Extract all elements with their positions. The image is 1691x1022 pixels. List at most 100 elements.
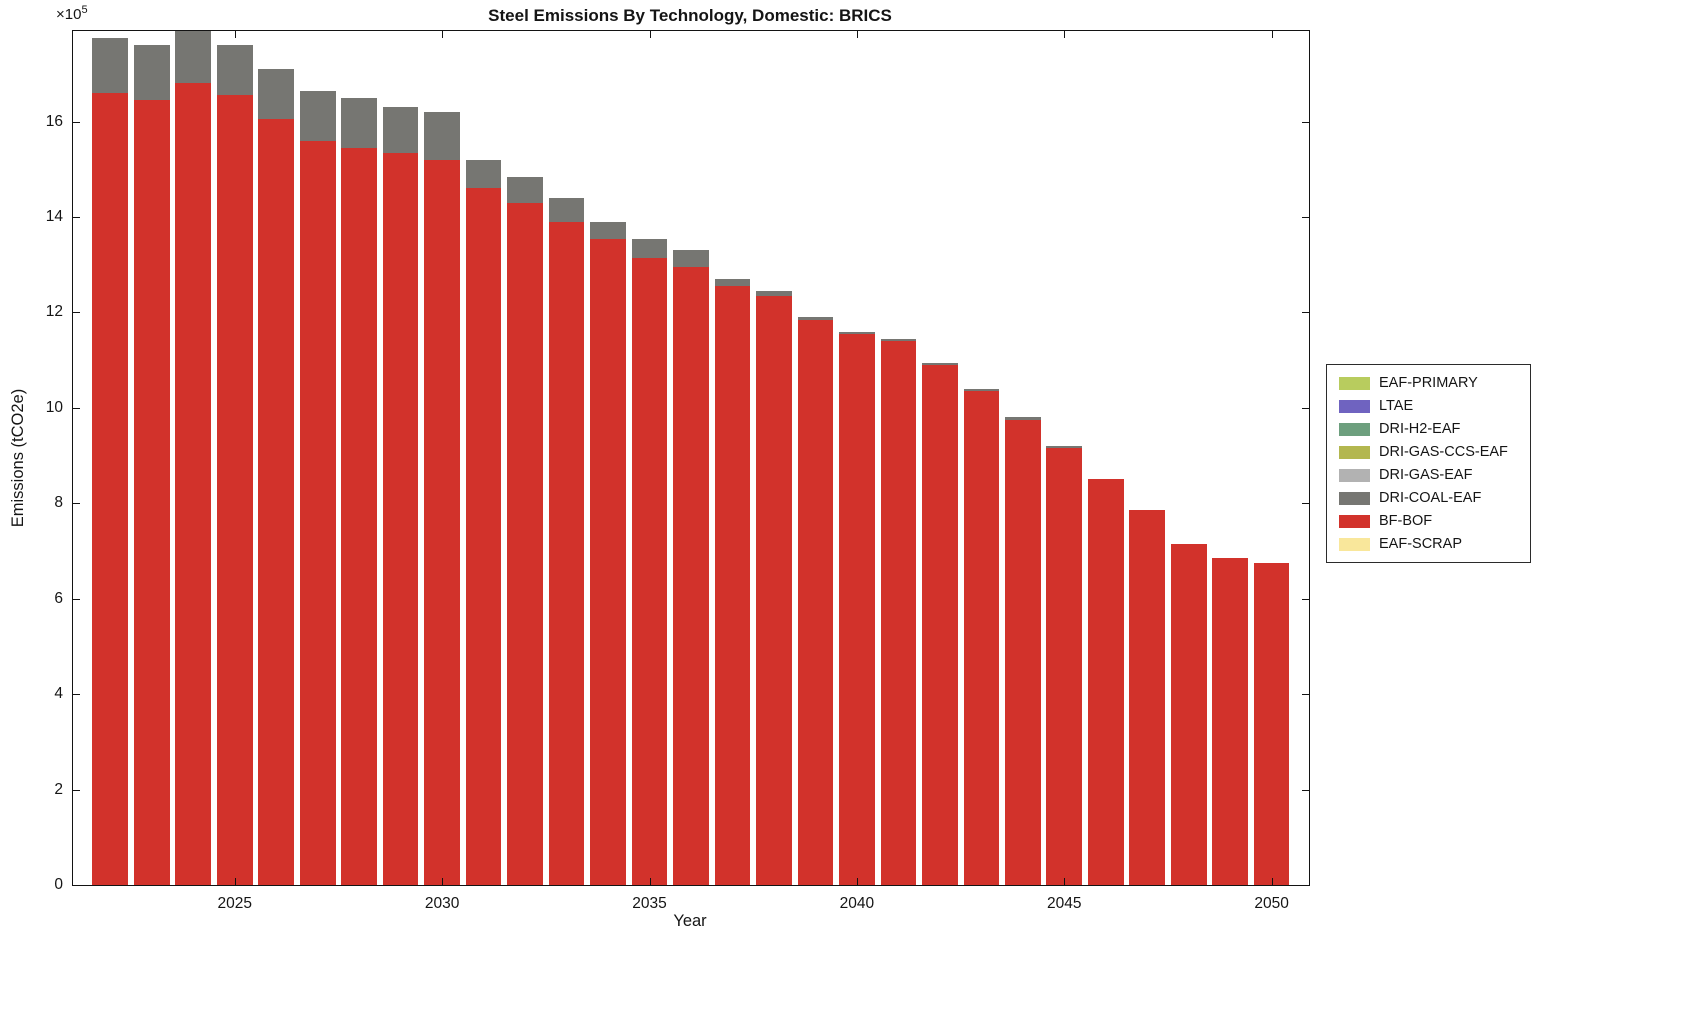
legend-swatch xyxy=(1339,445,1370,459)
bar-2033-DRI-COAL-EAF xyxy=(548,197,585,222)
bar-2044-BF-BOF xyxy=(1004,419,1041,885)
bar-2026-DRI-COAL-EAF xyxy=(258,69,295,120)
x-tick-mark-bottom xyxy=(1064,878,1066,885)
y-tick-mark-left xyxy=(73,217,80,219)
y-tick-mark-right xyxy=(1302,312,1309,314)
bar-2042-BF-BOF xyxy=(922,364,958,885)
legend-item-dri-gas-ccs-eaf: DRI-GAS-CCS-EAF xyxy=(1339,444,1518,460)
bar-2036-BF-BOF xyxy=(673,267,709,885)
bar-2029-DRI-COAL-EAF xyxy=(382,107,419,153)
x-tick-mark-top xyxy=(442,31,444,38)
bar-2022-BF-BOF xyxy=(92,93,129,885)
bar-2050-BF-BOF xyxy=(1253,562,1290,885)
bar-2024-BF-BOF xyxy=(175,83,212,885)
y-tick-label: 8 xyxy=(54,494,63,512)
legend-label: DRI-GAS-CCS-EAF xyxy=(1379,444,1508,460)
y-tick-mark-left xyxy=(73,598,80,600)
bar-2025-DRI-COAL-EAF xyxy=(216,45,253,96)
x-tick-mark-bottom xyxy=(442,878,444,885)
x-tick-mark-top xyxy=(1271,31,1273,38)
y-tick-mark-right xyxy=(1302,789,1309,791)
bar-2030-DRI-COAL-EAF xyxy=(424,112,460,160)
legend-item-eaf-scrap: EAF-SCRAP xyxy=(1339,536,1518,552)
x-tick-mark-bottom xyxy=(649,878,651,885)
x-tick-mark-bottom xyxy=(856,878,858,885)
chart-title: Steel Emissions By Technology, Domestic:… xyxy=(488,6,892,25)
x-tick-label: 2045 xyxy=(1047,895,1082,912)
legend-label: LTAE xyxy=(1379,398,1414,414)
x-tick-label: 2040 xyxy=(839,895,875,912)
y-tick-mark-right xyxy=(1302,598,1309,600)
bar-2035-DRI-COAL-EAF xyxy=(631,238,668,258)
legend-swatch xyxy=(1339,491,1370,505)
bar-2047-BF-BOF xyxy=(1129,510,1166,885)
legend-swatch xyxy=(1339,514,1370,528)
y-tick-mark-right xyxy=(1302,503,1309,505)
bar-2034-BF-BOF xyxy=(590,238,626,885)
x-tick-label: 2035 xyxy=(632,895,667,912)
bar-2037-BF-BOF xyxy=(714,286,751,885)
bar-2023-BF-BOF xyxy=(133,100,170,885)
legend-label: DRI-COAL-EAF xyxy=(1379,490,1482,506)
bar-2028-BF-BOF xyxy=(341,147,377,885)
bar-2034-DRI-COAL-EAF xyxy=(590,221,626,239)
x-axis-label: Year xyxy=(673,912,707,930)
y-tick-mark-right xyxy=(1302,885,1309,886)
x-tick-mark-top xyxy=(649,31,651,38)
bar-2039-BF-BOF xyxy=(797,319,834,885)
bar-2027-BF-BOF xyxy=(299,140,336,885)
legend-item-bf-bof: BF-BOF xyxy=(1339,513,1518,529)
y-tick-label: 0 xyxy=(54,876,63,893)
legend-item-eaf-primary: EAF-PRIMARY xyxy=(1339,375,1518,391)
bar-2043-DRI-COAL-EAF xyxy=(963,388,1000,392)
x-tick-label: 2025 xyxy=(217,895,252,912)
bar-2043-BF-BOF xyxy=(963,391,1000,885)
legend-swatch xyxy=(1339,376,1370,390)
bar-2031-DRI-COAL-EAF xyxy=(465,159,502,189)
bar-2042-DRI-COAL-EAF xyxy=(922,362,958,365)
x-tick-mark-top xyxy=(234,31,236,38)
x-tick-mark-top xyxy=(1064,31,1066,38)
bar-2032-DRI-COAL-EAF xyxy=(507,176,543,203)
y-tick-label: 2 xyxy=(54,780,63,798)
legend-swatch xyxy=(1339,399,1370,413)
y-tick-mark-right xyxy=(1302,694,1309,696)
bar-2045-DRI-COAL-EAF xyxy=(1046,446,1083,449)
legend: EAF-PRIMARY LTAE DRI-H2-EAF DRI-GAS-CCS-EAF… xyxy=(1326,364,1531,563)
bar-2032-BF-BOF xyxy=(507,202,543,885)
y-tick-mark-left xyxy=(73,121,80,123)
bar-2038-DRI-COAL-EAF xyxy=(756,291,792,296)
bar-2029-BF-BOF xyxy=(382,152,419,885)
y-axis-multiplier-base: ×10 xyxy=(56,6,82,23)
legend-label: BF-BOF xyxy=(1379,513,1433,529)
bar-2044-DRI-COAL-EAF xyxy=(1004,417,1041,420)
x-tick-mark-top xyxy=(856,31,858,38)
y-axis-multiplier: ×105 xyxy=(56,4,88,23)
bar-2022-DRI-COAL-EAF xyxy=(92,38,129,94)
bar-2028-DRI-COAL-EAF xyxy=(341,97,377,148)
y-tick-label: 14 xyxy=(45,208,63,226)
bar-2030-BF-BOF xyxy=(424,159,460,885)
y-tick-mark-left xyxy=(73,885,80,886)
bar-2045-BF-BOF xyxy=(1046,448,1083,885)
bar-2041-BF-BOF xyxy=(880,341,917,885)
bar-2037-DRI-COAL-EAF xyxy=(714,279,751,287)
x-tick-label: 2050 xyxy=(1254,895,1289,912)
y-tick-mark-left xyxy=(73,694,80,696)
bar-2026-BF-BOF xyxy=(258,119,295,885)
y-tick-label: 6 xyxy=(54,589,63,607)
y-tick-mark-left xyxy=(73,503,80,505)
bar-2040-DRI-COAL-EAF xyxy=(839,331,875,334)
y-tick-label: 12 xyxy=(45,303,63,321)
y-tick-mark-right xyxy=(1302,407,1309,409)
legend-item-dri-h2-eaf: DRI-H2-EAF xyxy=(1339,421,1518,437)
legend-item-dri-coal-eaf: DRI-COAL-EAF xyxy=(1339,490,1518,506)
legend-swatch xyxy=(1339,537,1370,551)
bar-2039-DRI-COAL-EAF xyxy=(797,317,834,320)
bar-2025-BF-BOF xyxy=(216,95,253,885)
y-axis-label: Emissions (tCO2e) xyxy=(9,388,27,528)
legend-item-dri-gas-eaf: DRI-GAS-EAF xyxy=(1339,467,1518,483)
bar-2035-BF-BOF xyxy=(631,257,668,885)
bar-2023-DRI-COAL-EAF xyxy=(133,45,170,101)
y-tick-mark-left xyxy=(73,789,80,791)
